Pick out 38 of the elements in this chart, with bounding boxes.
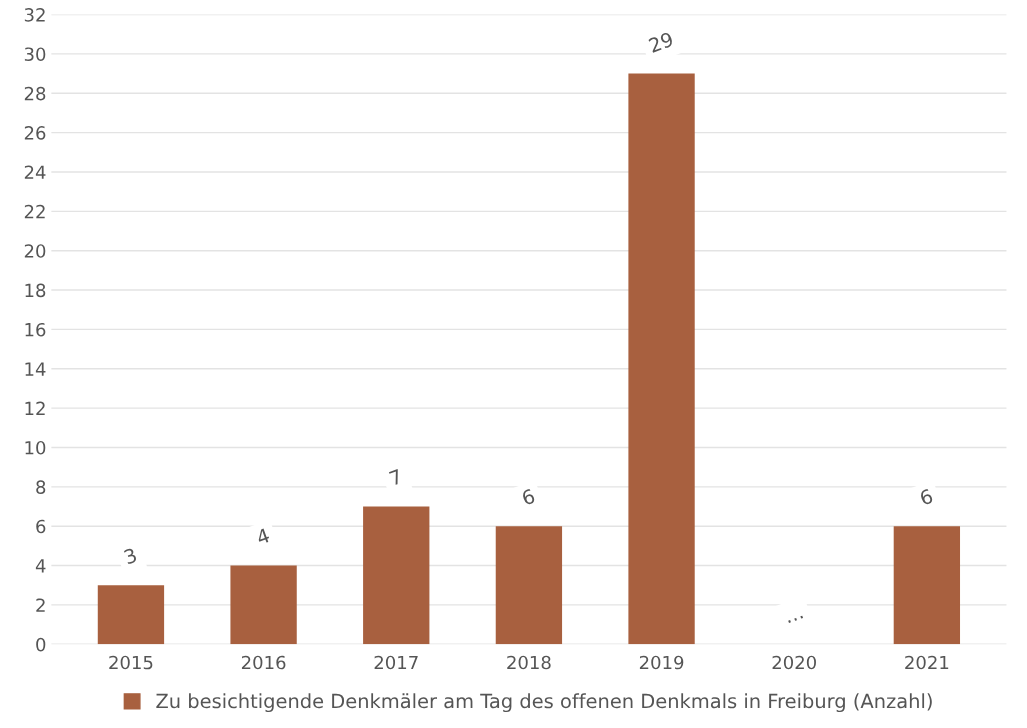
- bar: [97, 585, 165, 645]
- y-tick-label: 12: [25, 401, 45, 415]
- y-tick-label: 32: [24, 8, 45, 22]
- y-tick-label: 30: [24, 47, 46, 62]
- y-tick-label: 6: [36, 519, 46, 534]
- data-label: 7: [388, 469, 403, 486]
- data-label: 4: [255, 527, 271, 545]
- y-tick-label: 14: [25, 362, 46, 376]
- x-tick-label: 2019: [639, 655, 684, 670]
- bar: [893, 526, 961, 645]
- x-tick-label: 2021: [905, 655, 949, 670]
- bar: [363, 506, 430, 645]
- legend-label: Zu besichtigende Denkmäler am Tag des offenen Denkmals in Freiburg (Anzahl): [156, 693, 932, 713]
- y-tick-label: 18: [25, 283, 46, 298]
- bar: [230, 565, 297, 645]
- x-tick-label: 2016: [241, 655, 286, 670]
- y-tick-label: 2: [36, 598, 45, 612]
- bar: [628, 73, 695, 645]
- x-tick-label: 2017: [374, 655, 418, 670]
- y-tick-label: 20: [24, 244, 46, 258]
- x-tick-label: 2018: [507, 655, 551, 670]
- y-tick-label: 28: [24, 86, 46, 101]
- bar: [495, 526, 563, 645]
- data-label: 6: [919, 488, 934, 506]
- data-label: 6: [521, 488, 536, 506]
- y-tick-label: 22: [24, 204, 45, 219]
- data-label: 3: [123, 547, 138, 565]
- data-label: 29: [648, 31, 674, 53]
- y-tick-label: 24: [24, 165, 46, 179]
- x-tick-label: 2020: [772, 655, 816, 670]
- y-tick-label: 0: [36, 637, 46, 652]
- y-tick-label: 10: [25, 440, 46, 455]
- x-tick-label: 2015: [109, 655, 153, 670]
- text: …: [788, 615, 804, 624]
- y-tick-label: 16: [25, 322, 46, 337]
- y-tick-label: 4: [35, 559, 46, 573]
- y-tick-label: 8: [36, 480, 46, 494]
- y-tick-label: 26: [24, 126, 46, 140]
